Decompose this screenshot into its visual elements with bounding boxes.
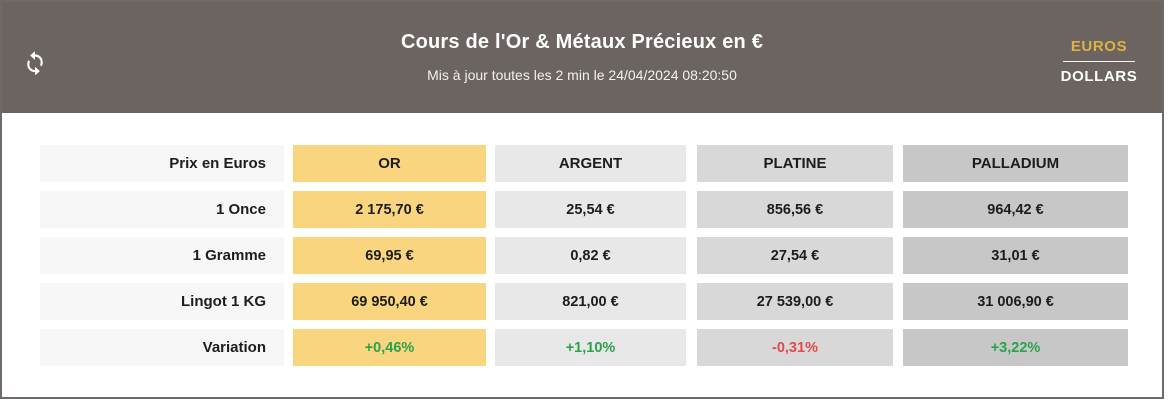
- page-title: Cours de l'Or & Métaux Précieux en €: [400, 31, 764, 53]
- price-cell-or: 69 950,40 €: [293, 283, 486, 320]
- currency-option-dollars[interactable]: DOLLARS: [1060, 68, 1138, 85]
- row-label: 1 Gramme: [40, 237, 284, 274]
- refresh-icon: [22, 50, 48, 78]
- currency-toggle: EUROS DOLLARS: [1056, 36, 1142, 87]
- column-header-or: OR: [293, 145, 486, 182]
- currency-option-euros[interactable]: EUROS: [1070, 38, 1128, 55]
- table-row-once: 1 Once 2 175,70 € 25,54 € 856,56 € 964,4…: [40, 191, 1162, 228]
- price-cell-or: 2 175,70 €: [293, 191, 486, 228]
- row-label: 1 Once: [40, 191, 284, 228]
- table-row-gramme: 1 Gramme 69,95 € 0,82 € 27,54 € 31,01 €: [40, 237, 1162, 274]
- prices-table: Prix en Euros OR ARGENT PLATINE PALLADIU…: [2, 113, 1162, 366]
- price-cell-platine: 27,54 €: [697, 237, 893, 274]
- column-header-argent: ARGENT: [495, 145, 686, 182]
- variation-cell-platine: -0,31%: [697, 329, 893, 366]
- price-cell-palladium: 31,01 €: [903, 237, 1128, 274]
- variation-cell-palladium: +3,22%: [903, 329, 1128, 366]
- price-cell-platine: 856,56 €: [697, 191, 893, 228]
- row-label: Variation: [40, 329, 284, 366]
- table-row-lingot: Lingot 1 KG 69 950,40 € 821,00 € 27 539,…: [40, 283, 1162, 320]
- column-header-platine: PLATINE: [697, 145, 893, 182]
- refresh-button[interactable]: [20, 48, 50, 78]
- table-row-variation: Variation +0,46% +1,10% -0,31% +3,22%: [40, 329, 1162, 366]
- price-cell-or: 69,95 €: [293, 237, 486, 274]
- price-cell-argent: 821,00 €: [495, 283, 686, 320]
- price-cell-argent: 25,54 €: [495, 191, 686, 228]
- column-header-palladium: PALLADIUM: [903, 145, 1128, 182]
- last-updated-text: Mis à jour toutes les 2 min le 24/04/202…: [427, 67, 737, 83]
- row-label: Lingot 1 KG: [40, 283, 284, 320]
- price-cell-platine: 27 539,00 €: [697, 283, 893, 320]
- price-cell-argent: 0,82 €: [495, 237, 686, 274]
- variation-cell-argent: +1,10%: [495, 329, 686, 366]
- widget-header: Cours de l'Or & Métaux Précieux en € Mis…: [2, 2, 1162, 113]
- price-cell-palladium: 31 006,90 €: [903, 283, 1128, 320]
- price-cell-palladium: 964,42 €: [903, 191, 1128, 228]
- corner-header-cell: Prix en Euros: [40, 145, 284, 182]
- table-header-row: Prix en Euros OR ARGENT PLATINE PALLADIU…: [40, 145, 1162, 182]
- variation-cell-or: +0,46%: [293, 329, 486, 366]
- toggle-divider: [1063, 61, 1135, 62]
